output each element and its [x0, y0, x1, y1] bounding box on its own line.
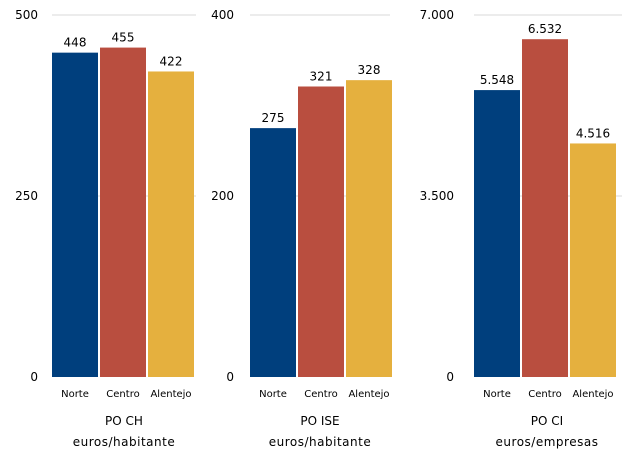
y-tick-label: 400 — [211, 8, 234, 22]
category-label: Norte — [61, 389, 89, 400]
y-unit-label: euros/empresas — [496, 435, 599, 449]
bar-centro — [522, 39, 568, 378]
y-tick-label: 250 — [15, 189, 38, 203]
data-label: 422 — [160, 54, 183, 68]
bar-alentejo — [148, 71, 194, 378]
category-label: Alentejo — [348, 389, 389, 400]
y-tick-label: 500 — [15, 8, 38, 22]
data-label: 321 — [310, 69, 333, 83]
category-label: Alentejo — [150, 389, 191, 400]
bar-centro — [100, 47, 146, 378]
bar-alentejo — [346, 80, 392, 377]
y-tick-label: 3.500 — [420, 189, 454, 203]
data-label: 5.548 — [480, 73, 514, 87]
y-tick-label: 0 — [30, 370, 38, 384]
category-label: Centro — [528, 389, 561, 400]
data-label: 328 — [358, 63, 381, 77]
bar-norte — [52, 52, 98, 377]
data-label: 448 — [64, 36, 87, 50]
bar-alentejo — [570, 143, 616, 377]
category-label: Norte — [483, 389, 511, 400]
y-tick-label: 0 — [446, 370, 454, 384]
chart-title: PO CH — [105, 414, 143, 428]
data-label: 455 — [112, 31, 135, 45]
bar-norte — [250, 128, 296, 377]
category-label: Centro — [106, 389, 139, 400]
chart-title: PO ISE — [300, 414, 339, 428]
y-unit-label: euros/habitante — [73, 435, 175, 449]
data-label: 6.532 — [528, 22, 562, 36]
chart-panel-3: 0 3.500 7.000 5.548 Norte 6.532 Centro 4.516 Ale… — [420, 8, 622, 449]
y-tick-label: 200 — [211, 189, 234, 203]
y-tick-label: 0 — [226, 370, 234, 384]
bar-norte — [474, 90, 520, 377]
y-unit-label: euros/habitante — [269, 435, 371, 449]
bar-centro — [298, 86, 344, 378]
data-label: 275 — [262, 111, 285, 125]
data-label: 4.516 — [576, 126, 610, 140]
y-tick-label: 7.000 — [420, 8, 454, 22]
chart-panel-1: 0 250 500 448 Norte 455 Centro 422 Alentejo PO CH… — [15, 8, 196, 449]
chart-panel-2: 0 200 400 275 Norte 321 Centro 328 Alentejo PO IS… — [211, 8, 392, 449]
category-label: Alentejo — [572, 389, 613, 400]
category-label: Norte — [259, 389, 287, 400]
category-label: Centro — [304, 389, 337, 400]
chart-title: PO CI — [531, 414, 563, 428]
